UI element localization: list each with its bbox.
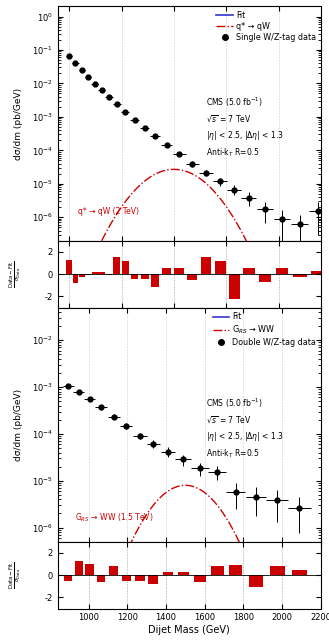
Bar [229,565,242,575]
Bar [187,274,197,279]
Text: CMS (5.0 fb$^{-1}$)
$\sqrt{s}$ = 7 TeV
|$\eta$| < 2.5, |$\Delta\eta$| < 1.3
Anti: CMS (5.0 fb$^{-1}$) $\sqrt{s}$ = 7 TeV |… [206,397,284,460]
Bar [292,569,307,575]
Bar [151,274,159,287]
X-axis label: Dijet Mass (GeV): Dijet Mass (GeV) [148,625,230,635]
Y-axis label: dσ/dm (pb/GeV): dσ/dm (pb/GeV) [14,88,23,160]
Bar [148,575,158,584]
Bar [163,572,173,575]
Bar [135,575,145,581]
Y-axis label: $\frac{\mathrm{Data-Fit}}{\sigma_{\mathrm{Data}}}$: $\frac{\mathrm{Data-Fit}}{\sigma_{\mathr… [8,561,23,589]
Bar [85,274,91,275]
Legend: Fit, q* → qW, Single W/Z-tag data: Fit, q* → qW, Single W/Z-tag data [216,10,317,43]
Bar [311,270,325,274]
Bar [97,575,106,582]
Bar [194,575,206,582]
Bar [106,274,112,275]
Text: CMS (5.0 fb$^{-1}$)
$\sqrt{s}$ = 7 TeV
|$\eta$| < 2.5, |$\Delta\eta$| < 1.3
Anti: CMS (5.0 fb$^{-1}$) $\sqrt{s}$ = 7 TeV |… [206,95,284,158]
Bar [98,272,105,274]
Y-axis label: $\frac{\mathrm{Data-Fit}}{\sigma_{\mathrm{Data}}}$: $\frac{\mathrm{Data-Fit}}{\sigma_{\mathr… [8,260,23,288]
Bar [64,575,72,581]
Text: G$_{RS}$ → WW (1.5 TeV): G$_{RS}$ → WW (1.5 TeV) [75,511,154,524]
Bar [141,274,148,278]
Bar [293,274,307,278]
Bar [270,566,285,575]
Bar [85,564,94,575]
Bar [92,272,98,274]
Bar [72,274,78,283]
Bar [201,258,211,274]
Bar [215,261,226,274]
Bar [114,258,120,274]
Bar [122,575,131,581]
Text: q* → qW (2 TeV): q* → qW (2 TeV) [78,207,139,216]
Bar [178,572,189,575]
Bar [174,269,184,274]
Bar [229,274,240,299]
Bar [243,269,255,274]
Bar [122,261,129,274]
Y-axis label: dσ/dm (pb/GeV): dσ/dm (pb/GeV) [14,388,23,460]
Bar [79,274,85,278]
Bar [162,269,171,274]
Bar [109,566,118,575]
Bar [131,274,139,278]
Bar [276,269,289,274]
Bar [66,260,72,274]
Bar [211,566,223,575]
Legend: Fit, G$_{RS}$ → WW, Double W/Z-tag data: Fit, G$_{RS}$ → WW, Double W/Z-tag data [212,312,317,348]
Bar [259,274,271,282]
X-axis label: Dijet Mass (GeV): Dijet Mass (GeV) [148,324,230,334]
Bar [75,561,83,575]
Bar [249,575,263,587]
